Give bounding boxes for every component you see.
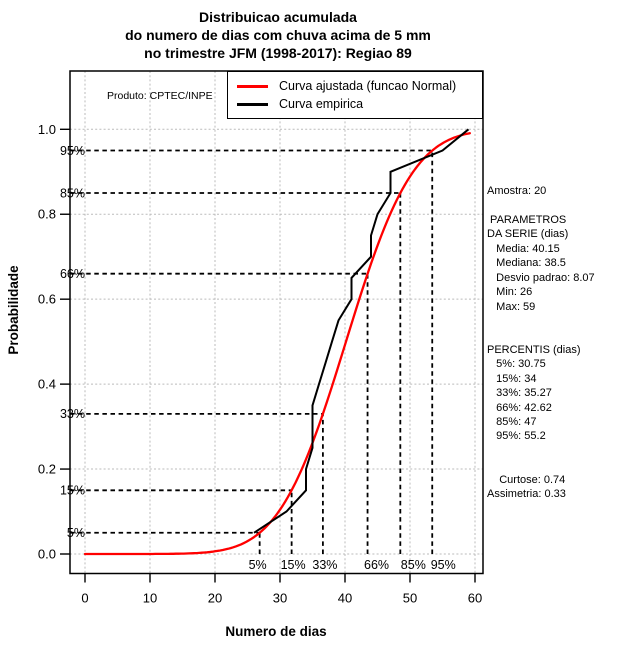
y-axis-title: Probabilidade [6,265,21,355]
stats-line [487,198,639,212]
stats-line: 15%: 34 [487,372,537,385]
gridlines [70,71,483,574]
axis-tick-labels: 0 10 20 30 40 50 60 0.0 0.2 0.4 0.6 0.8 1.0 [38,122,482,606]
legend-line-sample [237,84,268,88]
legend-box: Curva ajustada (funcao Normal) Curva emp… [227,71,483,119]
y-tick-label: 0.4 [38,377,56,392]
stats-line: Media: 40.15 [487,242,560,255]
stats-line: PARAMETROS [487,213,567,226]
x-tick-label: 0 [81,591,88,606]
percentile-guides [70,149,434,554]
stats-line: Mediana: 38.5 [487,257,566,270]
chart-title-line-3: no trimestre JFM (1998-2017): Regiao 89 [144,45,412,61]
legend-entry-fitted: Curva ajustada (funcao Normal) [237,77,456,95]
legend-line-sample [237,102,268,106]
y-tick-label: 0.2 [38,462,56,477]
axis-ticks [60,128,476,583]
stats-line: Min: 26 [487,286,533,299]
x-tick-label: 50 [403,591,417,606]
percentile-label-left: 66% [60,267,85,281]
stats-line: Curtose: 0.74 [487,473,566,486]
x-tick-label: 30 [273,591,287,606]
x-axis-title: Numero de dias [225,624,327,639]
percentile-label-bottom: 15% [281,558,306,572]
legend-label-fitted: Curva ajustada (funcao Normal) [279,79,457,93]
percentile-guide-labels: 5% 5% 15% 15% 33% 33% 66% 66% 85% 85% 95% 95% [60,144,456,572]
percentile-label-bottom: 95% [431,558,456,572]
stats-line: 85%: 47 [487,416,537,428]
stats-line: DA SERIE (dias) [487,228,569,241]
legend-label-empirical: Curva empirica [279,97,364,111]
percentile-label-bottom: 5% [249,558,267,572]
legend-entry-empirical: Curva empirica [237,95,363,113]
stats-line: 5%: 30.75 [487,358,546,371]
y-tick-label: 1.0 [38,122,56,137]
fitted-curve [83,132,471,556]
y-tick-label: 0.8 [38,207,56,222]
percentile-label-left: 15% [60,484,85,498]
stats-line: Desvio padrao: 8.07 [487,271,595,284]
percentile-label-left: 95% [60,144,85,158]
stats-line: 95%: 55.2 [487,430,546,443]
x-tick-label: 10 [143,591,157,606]
percentile-label-left: 33% [60,407,85,421]
percentile-label-left: 85% [60,186,85,200]
x-tick-label: 60 [468,591,482,606]
stats-line [487,444,639,458]
percentile-label-bottom: 33% [312,558,337,572]
plot-border [69,70,484,575]
stats-line [487,328,639,342]
chart-title-line-1: Distribuicao acumulada [199,9,357,25]
stats-line: 33%: 35.27 [487,387,552,400]
stats-line: 66%: 42.62 [487,401,552,414]
x-tick-label: 20 [208,591,222,606]
y-tick-label: 0.6 [38,292,56,307]
percentile-label-left: 5% [67,526,85,540]
stats-line: Assimetria: 0.33 [487,488,566,501]
stats-line: PERCENTIS (dias) [487,343,581,356]
stats-line [487,458,639,472]
chart-title: Distribuicao acumulada do numero de dias… [0,8,556,62]
empirical-curve [253,128,470,534]
x-tick-label: 40 [338,591,352,606]
chart-title-line-2: do numero de dias com chuva acima de 5 m… [125,27,431,43]
stats-line [487,314,639,328]
product-watermark-label: Produto: CPTEC/INPE [107,90,213,102]
y-tick-label: 0.0 [38,547,56,562]
percentile-label-bottom: 66% [364,558,389,572]
stats-line: Amostra: 20 [487,185,547,197]
stats-panel: Amostra: 20 PARAMETROS DA SERIE (dias) Me… [487,184,639,502]
percentile-label-bottom: 85% [401,558,426,572]
stats-line: Max: 59 [487,300,536,313]
